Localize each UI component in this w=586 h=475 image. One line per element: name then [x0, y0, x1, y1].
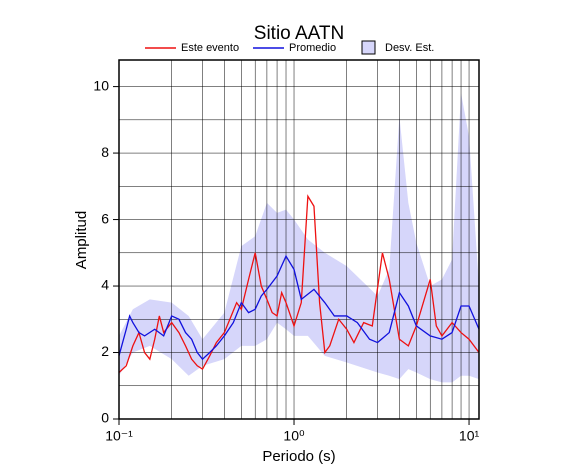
- y-axis-label: Amplitud: [73, 211, 90, 269]
- legend-swatch: [361, 40, 376, 55]
- plot-frame: [118, 59, 480, 420]
- legend-label: Este evento: [181, 42, 239, 54]
- x-tick-label: 10⁰: [283, 428, 305, 444]
- series-line: [118, 194, 480, 373]
- series-line: [118, 254, 480, 361]
- legend-label: Desv. Est.: [385, 42, 434, 54]
- y-tick-label: 0: [101, 410, 109, 426]
- y-tick-label: 6: [101, 210, 109, 226]
- y-tick-label: 4: [101, 277, 109, 293]
- x-tick-label: 10¹: [459, 428, 480, 444]
- x-axis-label: Periodo (s): [262, 448, 335, 465]
- x-tick-label: 10⁻¹: [105, 428, 133, 444]
- legend-label: Promedio: [289, 42, 336, 54]
- y-tick-label: 8: [101, 144, 109, 160]
- chart-title: Sitio AATN: [254, 23, 344, 44]
- y-tick-label: 10: [93, 77, 109, 93]
- std-band: [119, 93, 479, 383]
- y-tick-label: 2: [101, 343, 109, 359]
